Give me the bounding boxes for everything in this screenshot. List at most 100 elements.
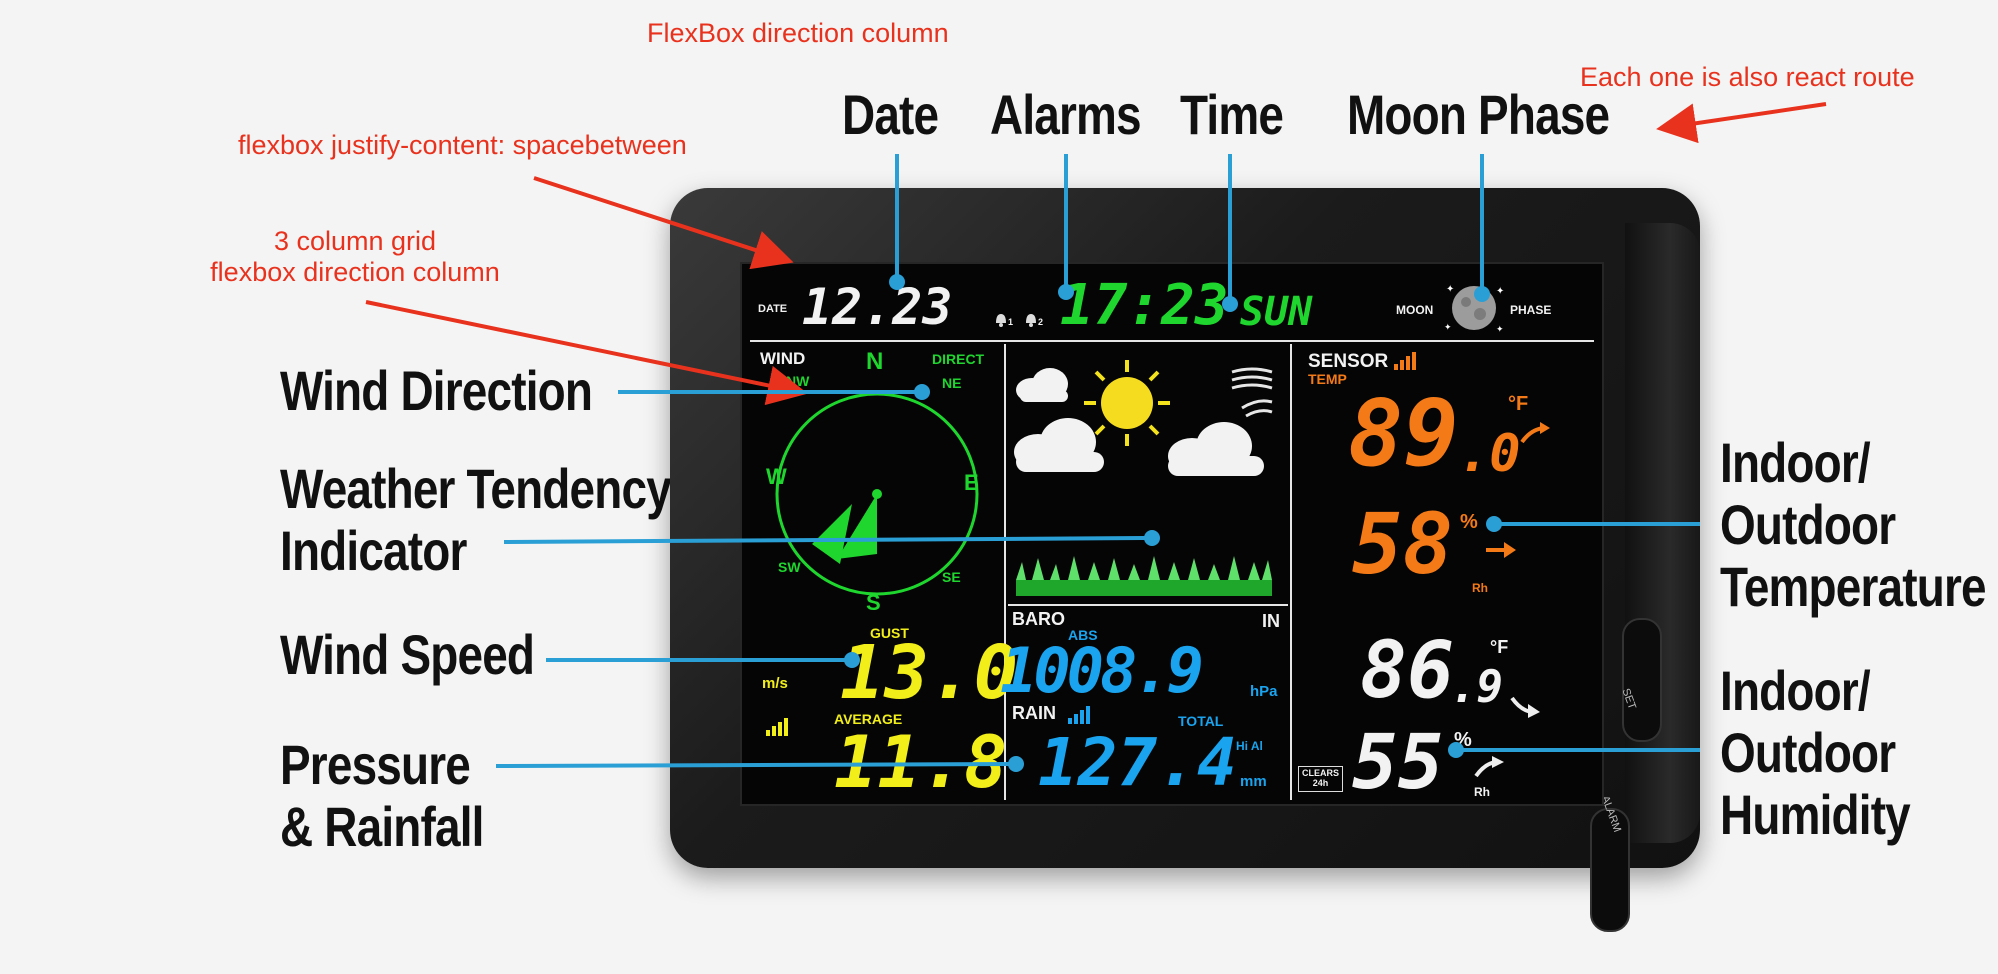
- compass-ne: NE: [942, 375, 962, 391]
- trend-arrow-icon-inhum: [1474, 756, 1504, 785]
- svg-text:✦: ✦: [1496, 324, 1504, 334]
- hi-al-label: Hi Al: [1236, 739, 1263, 753]
- label-date: Date: [842, 83, 939, 146]
- label-pressure-line1: Pressure: [280, 733, 471, 796]
- column-divider-2: [1290, 344, 1292, 800]
- wind-label: WIND: [760, 349, 806, 368]
- alarm-button[interactable]: [1590, 808, 1630, 932]
- indoor-temp-unit: °F: [1490, 637, 1509, 657]
- callout-alarms-dot: [1058, 284, 1074, 300]
- label-temp-line2: Outdoor: [1720, 493, 1896, 556]
- rain-label: RAIN: [1012, 703, 1056, 723]
- svg-text:✦: ✦: [1496, 286, 1504, 297]
- rain-unit: mm: [1240, 773, 1267, 790]
- trend-arrow-icon-intemp: [1510, 694, 1540, 723]
- label-humidity: Indoor/ Outdoor Humidity: [1720, 660, 1911, 846]
- outdoor-temp-int: 89: [1348, 380, 1459, 487]
- compass-e: E: [964, 470, 979, 495]
- rh-label-2: Rh: [1474, 785, 1490, 799]
- speed-unit: m/s: [762, 675, 788, 692]
- top-divider: [750, 340, 1594, 342]
- clears-sub: 24h: [1312, 777, 1329, 788]
- temp-label: TEMP: [1308, 371, 1347, 387]
- alarm-2-label: 2: [1038, 317, 1044, 327]
- callout-tendency-dot: [1144, 530, 1160, 546]
- alarm-1-label: 1: [1008, 317, 1014, 327]
- lcd-screen: DATE 12.23 1 2 17:23 SUN MOON ✦ ✦ ✦ ✦ PH…: [740, 262, 1604, 806]
- arrow-react-route: [1656, 102, 1827, 144]
- column-divider-1: [1004, 344, 1006, 800]
- annotation-grid: 3 column grid flexbox direction column: [190, 226, 520, 288]
- cloud-icon-1: [1012, 364, 1072, 409]
- arrow-grid: [365, 300, 808, 406]
- average-value: 11.8: [834, 720, 1008, 804]
- label-wind-speed: Wind Speed: [280, 623, 535, 686]
- label-hum-line3: Humidity: [1720, 783, 1911, 846]
- svg-text:✦: ✦: [1444, 322, 1452, 332]
- compass-sw: SW: [778, 559, 801, 575]
- compass-n: N: [866, 348, 884, 375]
- label-time: Time: [1180, 83, 1284, 146]
- rain-value: 127.4: [1038, 724, 1237, 801]
- rh-label-1: Rh: [1472, 581, 1488, 595]
- clears-label: CLEARS 24h: [1298, 766, 1344, 792]
- clears-text: CLEARS: [1302, 768, 1340, 778]
- baro-value: 1008.9: [1000, 634, 1204, 707]
- forecast-divider: [1008, 604, 1288, 606]
- compass-w: W: [766, 464, 787, 489]
- annotation-grid-line1: 3 column grid: [273, 226, 437, 256]
- outdoor-humidity: 58: [1352, 495, 1454, 593]
- callout-pressure: [495, 762, 1013, 768]
- total-label: TOTAL: [1178, 713, 1224, 729]
- average-label: AVERAGE: [834, 711, 903, 727]
- callout-humidity-dot: [1448, 742, 1464, 758]
- gust-value: 13.0: [840, 630, 1019, 716]
- phase-label: PHASE: [1510, 303, 1552, 317]
- outdoor-temp-unit: °F: [1508, 393, 1529, 415]
- label-hum-line2: Outdoor: [1720, 721, 1896, 784]
- callout-temperature-dot: [1486, 516, 1502, 532]
- arrow-space-between: [533, 176, 794, 270]
- time-value: 17:23: [1060, 273, 1229, 338]
- outdoor-humidity-unit: %: [1460, 511, 1478, 533]
- trend-arrow-icon-hum: [1486, 540, 1516, 565]
- abs-label: ABS: [1068, 627, 1098, 643]
- callout-time-dot: [1222, 296, 1238, 312]
- signal-icon-wind: [766, 716, 794, 741]
- direct-label: DIRECT: [932, 351, 985, 367]
- callout-pressure-dot: [1008, 756, 1024, 772]
- baro-label: BARO: [1012, 609, 1065, 629]
- baro-unit: hPa: [1250, 683, 1278, 700]
- wind-icon: [1228, 364, 1278, 429]
- date-label: DATE: [758, 303, 788, 315]
- weather-station-device: SET ALARM DATE 12.23 1 2 17:23 SUN MOON …: [670, 188, 1700, 932]
- label-wind-direction: Wind Direction: [280, 359, 593, 422]
- weekday-value: SUN: [1240, 289, 1313, 335]
- label-temp-line3: Temperature: [1720, 555, 1987, 618]
- callout-tendency: [503, 536, 1149, 544]
- cloud-icon-3: [1160, 418, 1270, 485]
- alarm-bell-icon-2: [1022, 310, 1040, 333]
- cloud-icon-2: [1008, 414, 1108, 481]
- moon-label: MOON: [1396, 303, 1434, 317]
- date-value: 12.23: [802, 278, 953, 336]
- label-temperature: Indoor/ Outdoor Temperature: [1720, 432, 1987, 618]
- set-button[interactable]: [1622, 618, 1662, 742]
- grass-icon: [1016, 556, 1272, 601]
- indoor-humidity: 55: [1352, 717, 1444, 806]
- alarm-bell-icon-1: [992, 310, 1010, 333]
- in-label: IN: [1262, 611, 1280, 631]
- label-tendency-line2: Indicator: [280, 519, 467, 582]
- label-tendency-line1: Weather Tendency: [280, 457, 672, 520]
- label-alarms: Alarms: [990, 83, 1142, 146]
- signal-icon-sensor: [1394, 350, 1422, 375]
- callout-wind-direction-dot: [914, 384, 930, 400]
- svg-text:✦: ✦: [1446, 284, 1454, 295]
- callout-wind-speed-dot: [844, 652, 860, 668]
- outdoor-temp-dec: .0: [1458, 424, 1521, 484]
- compass-se: SE: [942, 569, 961, 585]
- annotation-grid-line2: flexbox direction column: [210, 257, 500, 287]
- signal-icon-rain: [1068, 704, 1096, 729]
- gust-label: GUST: [870, 625, 909, 641]
